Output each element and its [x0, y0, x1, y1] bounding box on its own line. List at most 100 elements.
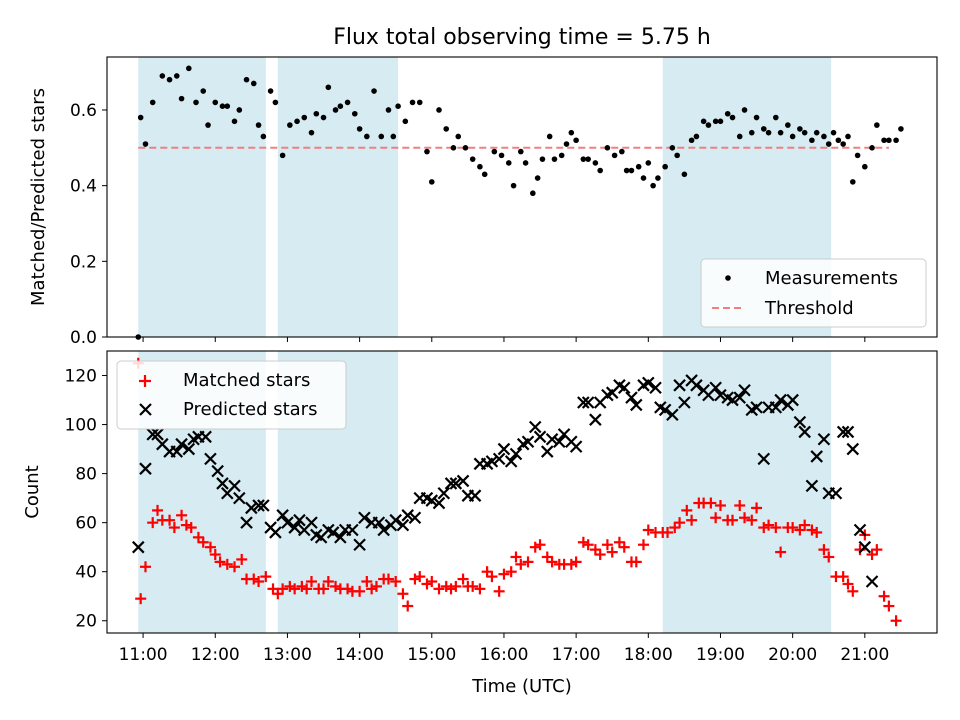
measurement-point	[580, 156, 587, 162]
matched-stars-point	[180, 519, 192, 531]
predicted-stars-point	[504, 455, 518, 468]
matched-stars-point	[866, 549, 878, 561]
predicted-stars-point	[625, 391, 638, 404]
shaded-interval-2	[277, 57, 399, 337]
predicted-stars-points	[131, 374, 879, 588]
measurement-point	[813, 129, 820, 136]
top-x-axis-ticks	[142, 337, 866, 342]
predicted-stars-point	[553, 435, 566, 449]
predicted-stars-point	[204, 452, 217, 466]
matched-stars-point	[301, 583, 313, 595]
predicted-stars-point	[678, 396, 691, 409]
matched-stars-point	[546, 556, 558, 568]
matched-stars-point	[818, 544, 830, 556]
matched-stars-point	[361, 576, 373, 588]
predicted-stars-point	[786, 393, 799, 407]
measurement-point	[224, 103, 231, 109]
matched-stars-point	[354, 585, 366, 597]
matched-stars-point	[440, 580, 452, 592]
y-tick-label: 0.4	[70, 177, 97, 197]
top-legend-box	[700, 258, 927, 328]
matched-stars-point	[214, 556, 226, 568]
matched-stars-point	[577, 536, 589, 548]
measurement-point	[287, 122, 293, 128]
top-legend: Measurements Threshold	[700, 258, 927, 328]
matched-stars-points	[132, 357, 902, 627]
matched-stars-point	[474, 583, 486, 595]
measurement-point	[424, 148, 430, 155]
matched-stars-point	[705, 497, 717, 509]
legend-measurements-label: Measurements	[765, 268, 898, 289]
measurement-point	[869, 145, 875, 151]
measurement-point	[428, 179, 435, 185]
predicted-stars-point	[750, 401, 763, 414]
x-tick-label: 13:00	[263, 645, 312, 665]
measurement-point	[748, 129, 755, 136]
matched-stars-point	[260, 571, 272, 583]
legend-predicted-label: Predicted stars	[183, 399, 317, 420]
matched-stars-point	[486, 571, 498, 583]
measurement-point	[539, 156, 546, 162]
predicted-stars-point	[276, 509, 289, 522]
matched-stars-point	[714, 499, 726, 511]
measurement-point	[681, 171, 688, 178]
matched-stars-point	[168, 522, 180, 534]
measurement-point	[173, 73, 180, 79]
measurement-point	[385, 107, 392, 113]
top-shaded-intervals	[138, 57, 832, 337]
matched-stars-point	[582, 539, 594, 551]
measurement-point	[724, 110, 731, 117]
measurement-point	[604, 145, 611, 151]
measurement-point	[455, 133, 462, 140]
predicted-stars-point	[305, 516, 318, 529]
measurement-point	[717, 118, 724, 125]
predicted-stars-point	[509, 447, 523, 461]
matched-stars-point	[674, 517, 686, 529]
matched-stars-point	[806, 524, 818, 536]
matched-stars-point	[433, 583, 445, 595]
predicted-stars-point	[865, 575, 879, 588]
measurement-point	[551, 156, 558, 162]
matched-stars-point	[176, 509, 188, 521]
measurement-point	[546, 133, 553, 140]
matched-stars-point	[842, 578, 854, 590]
measurement-point	[729, 114, 736, 121]
top-y-axis-ticks: 0.0 0.2 0.4 0.6	[70, 101, 107, 348]
measurement-point	[272, 99, 279, 106]
measurement-point	[219, 103, 226, 109]
matched-stars-point	[382, 573, 394, 585]
predicted-stars-point	[649, 381, 662, 395]
matched-stars-point	[402, 600, 414, 612]
measurement-point	[178, 95, 185, 102]
measurement-point	[416, 99, 423, 106]
shaded-interval-1	[138, 57, 266, 337]
predicted-stars-point	[408, 511, 422, 525]
measurement-point	[450, 145, 457, 151]
matched-stars-point	[515, 558, 527, 570]
matched-stars-point	[445, 583, 457, 595]
predicted-stars-point	[146, 428, 159, 441]
measurement-point	[356, 126, 363, 132]
measurement-point	[436, 107, 442, 113]
matched-stars-point	[763, 519, 775, 531]
matched-stars-point	[837, 571, 849, 583]
predicted-stars-point	[288, 521, 301, 534]
matched-stars-point	[236, 553, 248, 565]
matched-stars-point	[305, 576, 317, 588]
predicted-stars-point	[709, 381, 722, 395]
y-tick-label: 100	[65, 416, 97, 436]
matched-stars-point	[770, 522, 782, 534]
predicted-stars-point	[769, 401, 783, 414]
matched-stars-point	[589, 544, 601, 556]
predicted-stars-point	[757, 452, 771, 466]
y-tick-label: 80	[75, 465, 97, 485]
measurement-point	[332, 107, 339, 113]
measurement-point	[308, 129, 315, 136]
measurement-point	[364, 133, 370, 140]
predicted-stars-point	[581, 396, 595, 409]
matched-stars-point	[318, 583, 330, 595]
measurement-point	[898, 126, 904, 132]
measurement-point	[409, 99, 416, 106]
predicted-stars-point	[456, 474, 470, 488]
measurement-point	[325, 84, 332, 91]
